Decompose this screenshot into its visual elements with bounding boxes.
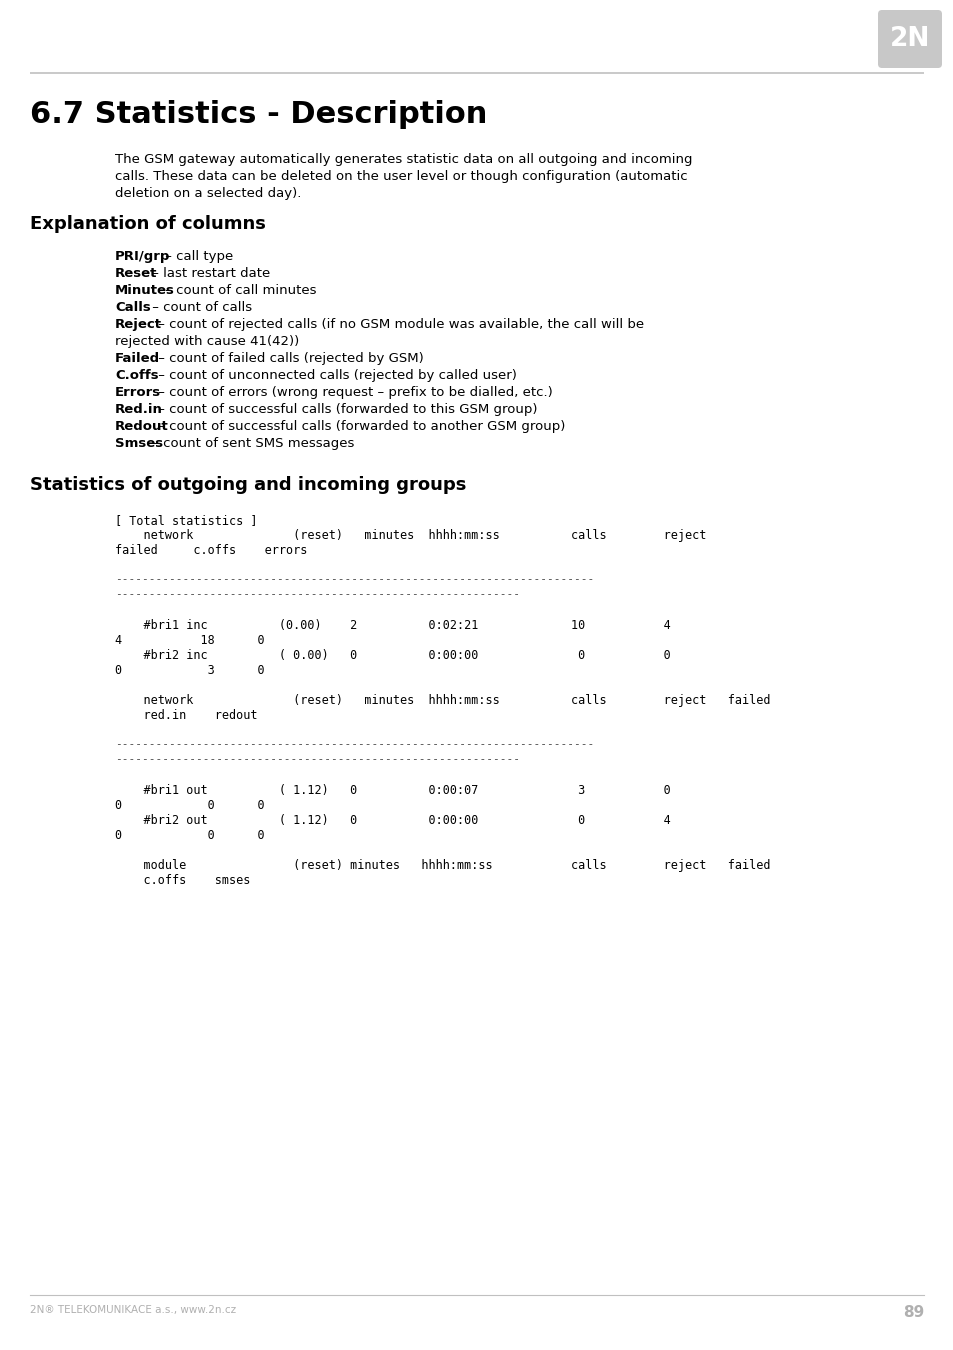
FancyBboxPatch shape bbox=[877, 9, 941, 68]
Text: network              (reset)   minutes  hhhh:mm:ss          calls        reject : network (reset) minutes hhhh:mm:ss calls… bbox=[115, 694, 770, 707]
Text: calls. These data can be deleted on the user level or though configuration (auto: calls. These data can be deleted on the … bbox=[115, 170, 687, 184]
Text: Failed: Failed bbox=[115, 352, 160, 365]
Text: network              (reset)   minutes  hhhh:mm:ss          calls        reject: network (reset) minutes hhhh:mm:ss calls… bbox=[115, 529, 705, 541]
Text: 0            0      0: 0 0 0 bbox=[115, 829, 264, 842]
Text: #bri2 inc          ( 0.00)   0          0:00:00              0           0: #bri2 inc ( 0.00) 0 0:00:00 0 0 bbox=[115, 649, 670, 662]
Text: Red.in: Red.in bbox=[115, 404, 163, 416]
Text: red.in    redout: red.in redout bbox=[115, 709, 257, 722]
Text: failed     c.offs    errors: failed c.offs errors bbox=[115, 544, 307, 558]
Text: – count of errors (wrong request – prefix to be dialled, etc.): – count of errors (wrong request – prefi… bbox=[154, 386, 553, 400]
Text: Redout: Redout bbox=[115, 420, 169, 433]
Text: – count of sent SMS messages: – count of sent SMS messages bbox=[148, 437, 354, 450]
Text: Statistics of outgoing and incoming groups: Statistics of outgoing and incoming grou… bbox=[30, 477, 466, 494]
Text: – count of successful calls (forwarded to this GSM group): – count of successful calls (forwarded t… bbox=[154, 404, 537, 416]
Text: The GSM gateway automatically generates statistic data on all outgoing and incom: The GSM gateway automatically generates … bbox=[115, 153, 692, 166]
Text: – count of failed calls (rejected by GSM): – count of failed calls (rejected by GSM… bbox=[154, 352, 423, 365]
Text: Explanation of columns: Explanation of columns bbox=[30, 215, 266, 234]
Text: C.offs: C.offs bbox=[115, 369, 158, 382]
Text: -----------------------------------------------------------------------: ----------------------------------------… bbox=[115, 738, 594, 749]
Text: Reset: Reset bbox=[115, 267, 157, 279]
Text: 0            3      0: 0 3 0 bbox=[115, 664, 264, 676]
Text: c.offs    smses: c.offs smses bbox=[115, 873, 250, 887]
Text: #bri1 out          ( 1.12)   0          0:00:07              3           0: #bri1 out ( 1.12) 0 0:00:07 3 0 bbox=[115, 784, 670, 796]
Text: – count of successful calls (forwarded to another GSM group): – count of successful calls (forwarded t… bbox=[154, 420, 565, 433]
Text: #bri1 inc          (0.00)    2          0:02:21             10           4: #bri1 inc (0.00) 2 0:02:21 10 4 bbox=[115, 620, 670, 632]
Text: 4           18      0: 4 18 0 bbox=[115, 634, 264, 647]
Text: 89: 89 bbox=[902, 1305, 923, 1320]
Text: – count of calls: – count of calls bbox=[148, 301, 252, 315]
Text: Minutes: Minutes bbox=[115, 284, 174, 297]
Text: module               (reset) minutes   hhhh:mm:ss           calls        reject : module (reset) minutes hhhh:mm:ss calls … bbox=[115, 859, 770, 872]
Text: PRI/grp: PRI/grp bbox=[115, 250, 171, 263]
Text: 6.7 Statistics - Description: 6.7 Statistics - Description bbox=[30, 100, 487, 130]
Text: #bri2 out          ( 1.12)   0          0:00:00              0           4: #bri2 out ( 1.12) 0 0:00:00 0 4 bbox=[115, 814, 670, 828]
Text: 2N: 2N bbox=[889, 26, 929, 53]
Text: ------------------------------------------------------------: ----------------------------------------… bbox=[115, 589, 519, 599]
Text: – count of call minutes: – count of call minutes bbox=[161, 284, 316, 297]
Text: Calls: Calls bbox=[115, 301, 151, 315]
Text: ------------------------------------------------------------: ----------------------------------------… bbox=[115, 755, 519, 764]
Text: deletion on a selected day).: deletion on a selected day). bbox=[115, 188, 301, 200]
Text: Reject: Reject bbox=[115, 319, 162, 331]
Text: [ Total statistics ]: [ Total statistics ] bbox=[115, 514, 257, 526]
Text: Smses: Smses bbox=[115, 437, 163, 450]
Text: 2N® TELEKOMUNIKACE a.s., www.2n.cz: 2N® TELEKOMUNIKACE a.s., www.2n.cz bbox=[30, 1305, 236, 1315]
Text: -----------------------------------------------------------------------: ----------------------------------------… bbox=[115, 574, 594, 585]
Text: rejected with cause 41(42)): rejected with cause 41(42)) bbox=[115, 335, 299, 348]
Text: – count of unconnected calls (rejected by called user): – count of unconnected calls (rejected b… bbox=[154, 369, 517, 382]
Text: – last restart date: – last restart date bbox=[148, 267, 270, 279]
Text: – count of rejected calls (if no GSM module was available, the call will be: – count of rejected calls (if no GSM mod… bbox=[154, 319, 643, 331]
Text: 0            0      0: 0 0 0 bbox=[115, 799, 264, 811]
Text: – call type: – call type bbox=[161, 250, 233, 263]
Text: Errors: Errors bbox=[115, 386, 161, 400]
